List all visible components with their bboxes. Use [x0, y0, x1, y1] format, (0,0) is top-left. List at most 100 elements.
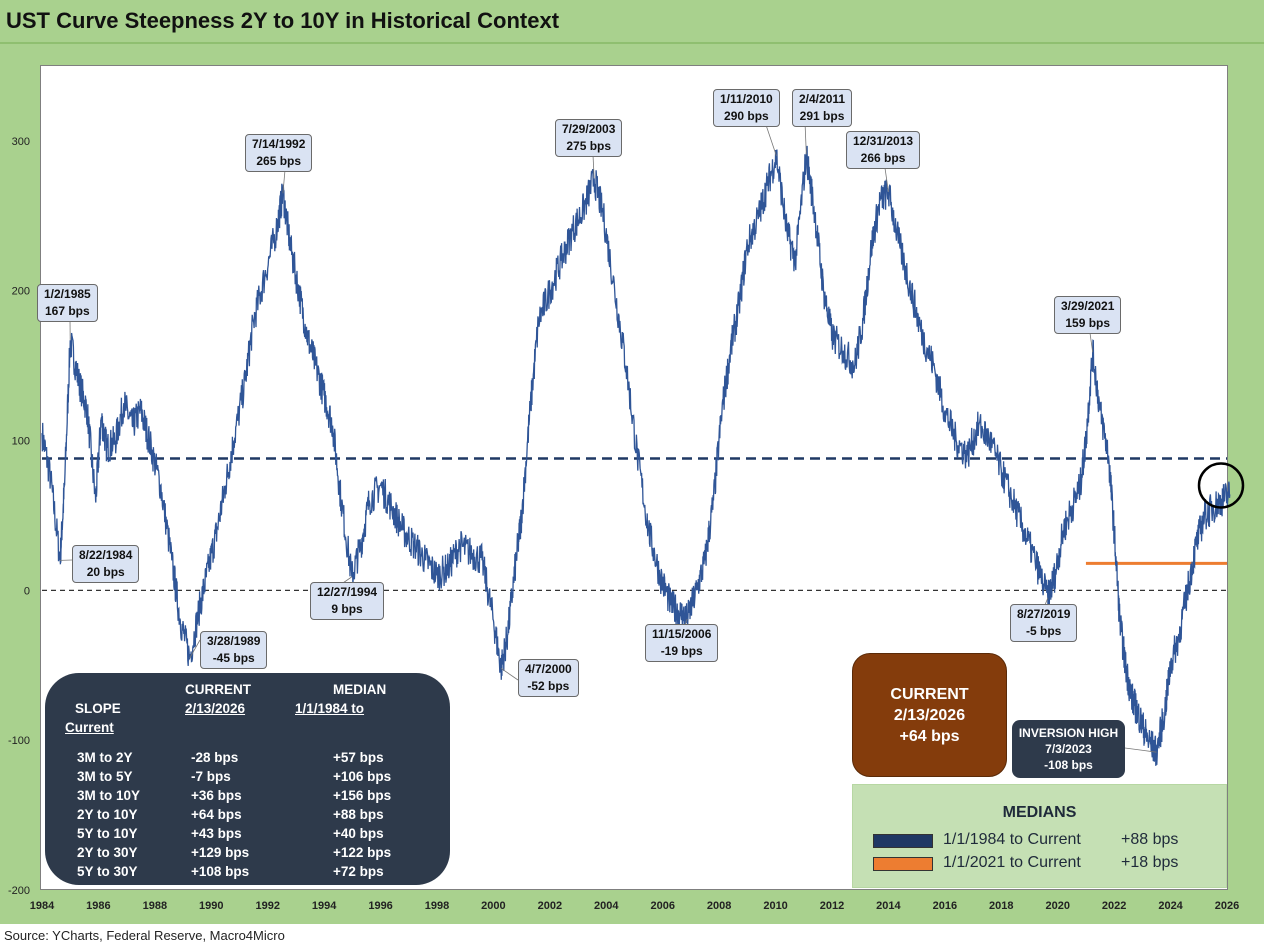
- annotation-leader-8: [764, 121, 777, 157]
- x-tick-label: 1994: [312, 900, 337, 912]
- slope-row-median: +122 bps: [333, 845, 392, 860]
- annotation-leader-7: [684, 618, 688, 626]
- y-tick-label: 300: [12, 136, 30, 148]
- callout-2019: 8/27/2019 -5 bps: [1010, 604, 1078, 642]
- x-tick-label: 2020: [1045, 900, 1069, 912]
- slope-row-median: +106 bps: [333, 769, 392, 784]
- callout-2021: 3/29/2021 159 bps: [1054, 296, 1122, 334]
- x-tick-label: 2014: [876, 900, 901, 912]
- slope-row-slope: 5Y to 10Y: [77, 826, 138, 841]
- slope-row-slope: 2Y to 30Y: [77, 845, 138, 860]
- slope-row-slope: 3M to 10Y: [77, 788, 141, 803]
- x-tick-label: 2018: [989, 900, 1013, 912]
- y-tick-label: 0: [24, 585, 30, 597]
- slope-row-current: +129 bps: [191, 845, 250, 860]
- x-tick-label: 2026: [1215, 900, 1239, 912]
- x-tick-label: 1990: [199, 900, 223, 912]
- slope-header-current-label: Current: [65, 720, 114, 735]
- slope-row-slope: 3M to 2Y: [77, 750, 133, 765]
- slope-row-median: +72 bps: [333, 864, 384, 879]
- x-tick-label: 2004: [594, 900, 619, 912]
- slope-row-current: +36 bps: [191, 788, 242, 803]
- slope-row-current: -28 bps: [191, 750, 239, 765]
- slope-row-median: +88 bps: [333, 807, 384, 822]
- callout-1992: 7/14/1992 265 bps: [245, 134, 313, 172]
- slope-row-median: +156 bps: [333, 788, 392, 803]
- median-recent-label: 1/1/2021 to Current: [943, 854, 1081, 871]
- x-tick-label: 2022: [1102, 900, 1126, 912]
- callout-1984: 8/22/1984 20 bps: [72, 545, 140, 583]
- x-tick-label: 1988: [143, 900, 167, 912]
- annotation-leader-9: [804, 121, 807, 155]
- annotation-leader-2: [282, 169, 286, 194]
- slope-header-median: MEDIAN: [333, 682, 387, 697]
- medians-legend: MEDIANS 1/1/1984 to Current +88 bps 1/1/…: [852, 784, 1227, 888]
- x-tick-label: 2006: [650, 900, 674, 912]
- source-note: Source: YCharts, Federal Reserve, Macro4…: [4, 928, 285, 943]
- current-box: CURRENT 2/13/2026 +64 bps: [852, 653, 1007, 777]
- slope-row-slope: 2Y to 10Y: [77, 807, 138, 822]
- x-tick-label: 2012: [820, 900, 844, 912]
- callout-2013: 12/31/2013 266 bps: [846, 131, 921, 169]
- x-tick-label: 2024: [1158, 900, 1183, 912]
- x-tick-label: 2002: [538, 900, 562, 912]
- annotation-leader-3: [189, 639, 201, 658]
- slope-row-current: +43 bps: [191, 826, 242, 841]
- annotation-leader-11: [1089, 332, 1094, 353]
- inversion-label: INVERSION HIGH: [1018, 726, 1119, 740]
- slope-header-date: 2/13/2026: [185, 701, 246, 716]
- slope-header-range: 1/1/1984 to: [295, 701, 365, 716]
- x-tick-label: 1984: [30, 900, 55, 912]
- annotation-leader-12: [1044, 597, 1049, 606]
- x-tick-label: 1992: [255, 900, 279, 912]
- x-tick-label: 1996: [368, 900, 392, 912]
- x-tick-label: 1998: [425, 900, 449, 912]
- callout-1994: 12/27/1994 9 bps: [310, 582, 385, 620]
- slope-row-median: +40 bps: [333, 826, 384, 841]
- median-recent-swatch: [873, 857, 933, 871]
- chart-title: UST Curve Steepness 2Y to 10Y in Histori…: [6, 8, 560, 33]
- callout-1985: 1/2/1985 167 bps: [37, 284, 98, 322]
- slope-row-median: +57 bps: [333, 750, 384, 765]
- slope-header-current: CURRENT: [185, 682, 251, 697]
- inversion-leader: [1124, 747, 1157, 753]
- current-label: CURRENT: [890, 686, 969, 703]
- inversion-value: -108 bps: [1044, 758, 1093, 772]
- annotation-leader-5: [500, 667, 519, 681]
- median-all-value: +88 bps: [1121, 831, 1179, 848]
- callout-2003: 7/29/2003 275 bps: [555, 119, 623, 157]
- current-highlight-circle: [1197, 462, 1245, 509]
- callout-2000: 4/7/2000 -52 bps: [518, 659, 579, 697]
- slope-row-current: +64 bps: [191, 807, 242, 822]
- annotation-leader-6: [592, 154, 595, 179]
- slope-row-slope: 5Y to 30Y: [77, 864, 138, 879]
- y-tick-label: -200: [8, 885, 30, 897]
- x-tick-label: 1986: [86, 900, 110, 912]
- current-value: +64 bps: [899, 728, 960, 745]
- slope-row-current: +108 bps: [191, 864, 250, 879]
- current-date: 2/13/2026: [893, 707, 966, 724]
- inversion-box: INVERSION HIGH 7/3/2023 -108 bps: [1012, 720, 1125, 778]
- callout-2010: 1/11/2010 290 bps: [713, 89, 780, 127]
- y-tick-label: 200: [12, 286, 30, 298]
- slope-header-slope: SLOPE: [75, 701, 121, 716]
- title-bar: UST Curve Steepness 2Y to 10Y in Histori…: [0, 0, 1264, 44]
- callout-2006: 11/15/2006 -19 bps: [645, 624, 719, 662]
- spread-series-line: [41, 145, 1231, 766]
- y-tick-label: -100: [8, 735, 30, 747]
- medians-title: MEDIANS: [1002, 804, 1077, 821]
- slope-row-slope: 3M to 5Y: [77, 769, 133, 784]
- inversion-date: 7/3/2023: [1045, 742, 1092, 756]
- median-all-swatch: [873, 834, 933, 848]
- x-tick-label: 2000: [481, 900, 505, 912]
- x-tick-label: 2016: [933, 900, 957, 912]
- y-tick-label: 100: [12, 436, 30, 448]
- slope-row-current: -7 bps: [191, 769, 231, 784]
- x-tick-label: 2008: [707, 900, 731, 912]
- median-all-label: 1/1/1984 to Current: [943, 831, 1081, 848]
- x-tick-label: 2010: [763, 900, 787, 912]
- callout-2011: 2/4/2011 291 bps: [792, 89, 853, 127]
- callout-1989: 3/28/1989 -45 bps: [200, 631, 268, 669]
- median-recent-value: +18 bps: [1121, 854, 1179, 871]
